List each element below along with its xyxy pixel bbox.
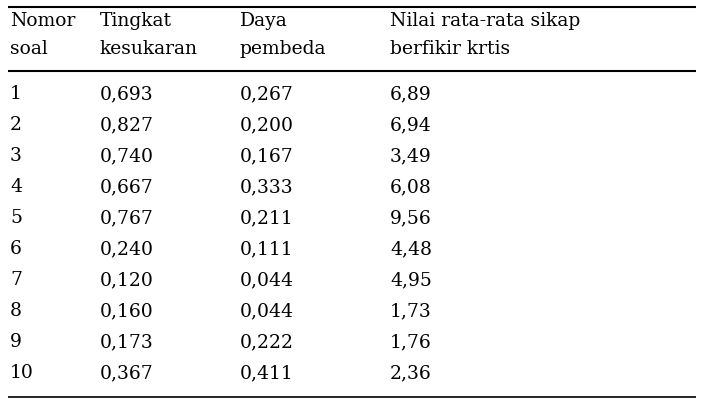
Text: 0,200: 0,200 [240,116,294,134]
Text: 6,08: 6,08 [390,177,432,196]
Text: 0,667: 0,667 [100,177,153,196]
Text: 9: 9 [10,332,22,350]
Text: 10: 10 [10,363,34,381]
Text: 5: 5 [10,209,22,226]
Text: 0,240: 0,240 [100,239,154,257]
Text: 0,267: 0,267 [240,85,294,103]
Text: 0,120: 0,120 [100,270,154,288]
Text: 0,160: 0,160 [100,301,153,319]
Text: 0,767: 0,767 [100,209,154,226]
Text: 0,111: 0,111 [240,239,294,257]
Text: 1,76: 1,76 [390,332,432,350]
Text: 0,044: 0,044 [240,301,294,319]
Text: 0,693: 0,693 [100,85,153,103]
Text: 2,36: 2,36 [390,363,432,381]
Text: 8: 8 [10,301,22,319]
Text: Daya: Daya [240,12,288,30]
Text: soal: soal [10,40,48,58]
Text: 0,333: 0,333 [240,177,294,196]
Text: 0,173: 0,173 [100,332,153,350]
Text: kesukaran: kesukaran [100,40,198,58]
Text: 1,73: 1,73 [390,301,432,319]
Text: pembeda: pembeda [240,40,327,58]
Text: 4,48: 4,48 [390,239,432,257]
Text: 7: 7 [10,270,22,288]
Text: 0,827: 0,827 [100,116,154,134]
Text: 0,367: 0,367 [100,363,153,381]
Text: 0,167: 0,167 [240,147,294,164]
Text: 1: 1 [10,85,22,103]
Text: 0,044: 0,044 [240,270,294,288]
Text: Tingkat: Tingkat [100,12,172,30]
Text: 6,89: 6,89 [390,85,432,103]
Text: 0,411: 0,411 [240,363,294,381]
Text: 6: 6 [10,239,22,257]
Text: 0,211: 0,211 [240,209,294,226]
Text: 0,222: 0,222 [240,332,294,350]
Text: 6,94: 6,94 [390,116,432,134]
Text: berfikir krtis: berfikir krtis [390,40,510,58]
Text: 2: 2 [10,116,22,134]
Text: 0,740: 0,740 [100,147,154,164]
Text: Nilai rata-rata sikap: Nilai rata-rata sikap [390,12,580,30]
Text: Nomor: Nomor [10,12,75,30]
Text: 4: 4 [10,177,22,196]
Text: 3,49: 3,49 [390,147,432,164]
Text: 4,95: 4,95 [390,270,432,288]
Text: 3: 3 [10,147,22,164]
Text: 9,56: 9,56 [390,209,432,226]
